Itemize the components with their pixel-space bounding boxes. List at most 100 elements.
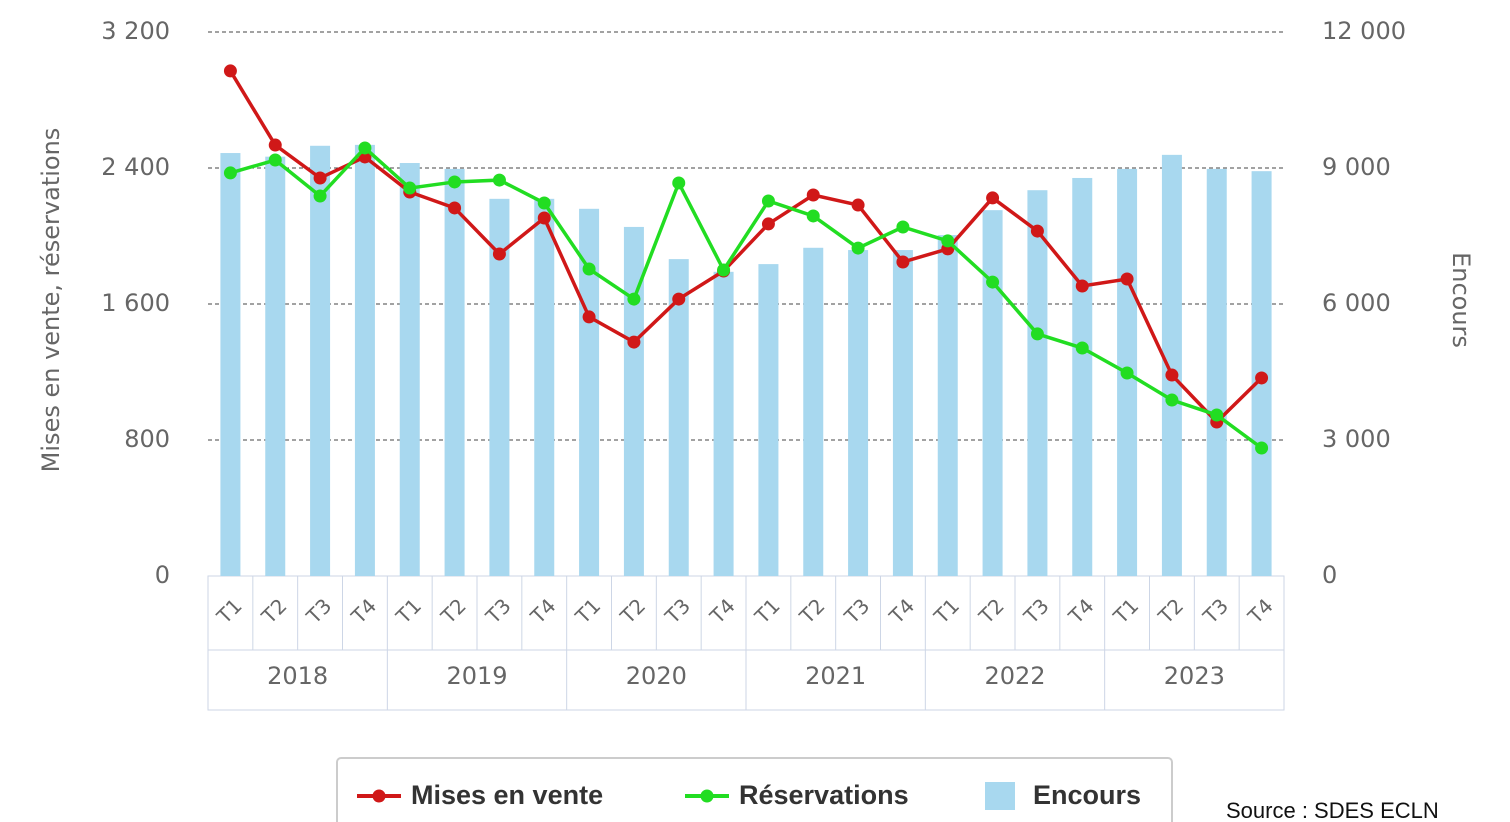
x-tick-label: T4 xyxy=(884,594,919,629)
legend-box xyxy=(336,757,1173,822)
legend-label: Réservations xyxy=(739,780,909,810)
x-tick-label: T1 xyxy=(570,594,605,629)
bar xyxy=(399,163,420,576)
legend-dot xyxy=(700,789,714,803)
y2-tick-label: 3 000 xyxy=(1322,425,1391,453)
bar xyxy=(310,145,331,576)
point xyxy=(896,220,910,234)
legend-dot xyxy=(372,789,386,803)
y2-tick-label: 0 xyxy=(1322,561,1337,589)
point xyxy=(851,198,865,212)
group-label: 2019 xyxy=(446,662,507,690)
point xyxy=(761,194,775,208)
point xyxy=(313,171,327,185)
bar xyxy=(1206,168,1227,576)
legend-label: Encours xyxy=(1033,780,1141,810)
y2-axis-title: Encours xyxy=(1447,252,1475,348)
point xyxy=(986,275,1000,289)
y-tick-label: 800 xyxy=(124,425,170,453)
x-tick-label: T2 xyxy=(615,594,650,629)
point xyxy=(896,255,910,269)
point xyxy=(582,310,596,324)
x-tick-label: T1 xyxy=(929,594,964,629)
point xyxy=(1120,272,1134,286)
x-tick-label: T4 xyxy=(525,594,560,629)
x-tick-label: T4 xyxy=(1063,594,1098,629)
bar xyxy=(937,235,958,577)
point xyxy=(1030,224,1044,238)
bar xyxy=(489,198,510,576)
point xyxy=(672,292,686,306)
bar xyxy=(623,226,644,576)
point xyxy=(223,166,237,180)
x-tick-label: T3 xyxy=(1018,594,1053,629)
legend-label: Mises en vente xyxy=(411,780,603,810)
bar xyxy=(265,156,286,576)
point xyxy=(1075,341,1089,355)
x-tick-label: T3 xyxy=(839,594,874,629)
point xyxy=(492,247,506,261)
legend-swatch xyxy=(985,782,1015,810)
x-tick-label: T2 xyxy=(436,594,471,629)
bar xyxy=(668,259,689,576)
point xyxy=(1075,279,1089,293)
point xyxy=(1210,408,1224,422)
group-label: 2023 xyxy=(1164,662,1225,690)
x-tick-label: T4 xyxy=(1243,594,1278,629)
line xyxy=(228,70,1263,425)
point xyxy=(627,335,641,349)
group-label: 2021 xyxy=(805,662,866,690)
point xyxy=(672,176,686,190)
bar xyxy=(579,208,600,577)
point xyxy=(717,263,731,277)
point xyxy=(358,141,372,155)
bar xyxy=(848,250,869,576)
x-tick-label: T4 xyxy=(705,594,740,629)
point xyxy=(448,175,462,189)
point xyxy=(313,189,327,203)
point xyxy=(1165,393,1179,407)
bar xyxy=(220,153,241,577)
point xyxy=(403,181,417,195)
point xyxy=(1165,368,1179,382)
y-axis-title: Mises en vente, réservations xyxy=(37,128,65,473)
point xyxy=(448,201,462,215)
group-label: 2022 xyxy=(984,662,1045,690)
point xyxy=(537,196,551,210)
bar xyxy=(1161,154,1182,576)
group-label: 2018 xyxy=(267,662,328,690)
y-tick-label: 0 xyxy=(155,561,170,589)
point xyxy=(627,292,641,306)
x-tick-label: T2 xyxy=(974,594,1009,629)
source: Source : SDES ECLN xyxy=(1226,798,1439,822)
x-tick-label: T2 xyxy=(1153,594,1188,629)
x-tick-label: T3 xyxy=(301,594,336,629)
point xyxy=(986,191,1000,205)
y-tick-label: 2 400 xyxy=(101,153,170,181)
x-tick-label: T3 xyxy=(480,594,515,629)
point xyxy=(582,262,596,276)
point xyxy=(806,188,820,202)
bar xyxy=(534,198,555,576)
bar xyxy=(982,210,1003,576)
line xyxy=(229,145,1263,450)
bar xyxy=(713,271,734,576)
x-tick-label: T3 xyxy=(660,594,695,629)
point xyxy=(761,217,775,231)
x-tick-label: T1 xyxy=(749,594,784,629)
x-tick-label: T2 xyxy=(256,594,291,629)
point xyxy=(492,173,506,187)
x-tick-label: T1 xyxy=(391,594,426,629)
bar xyxy=(758,264,779,576)
point xyxy=(1120,366,1134,380)
point xyxy=(268,138,282,152)
y2-tick-label: 6 000 xyxy=(1322,289,1391,317)
x-tick-label: T2 xyxy=(794,594,829,629)
bar xyxy=(444,168,465,576)
point xyxy=(806,209,820,223)
x-tick-label: T1 xyxy=(211,594,246,629)
bar xyxy=(803,247,824,576)
x-tick-label: T4 xyxy=(346,594,381,629)
point xyxy=(941,234,955,248)
